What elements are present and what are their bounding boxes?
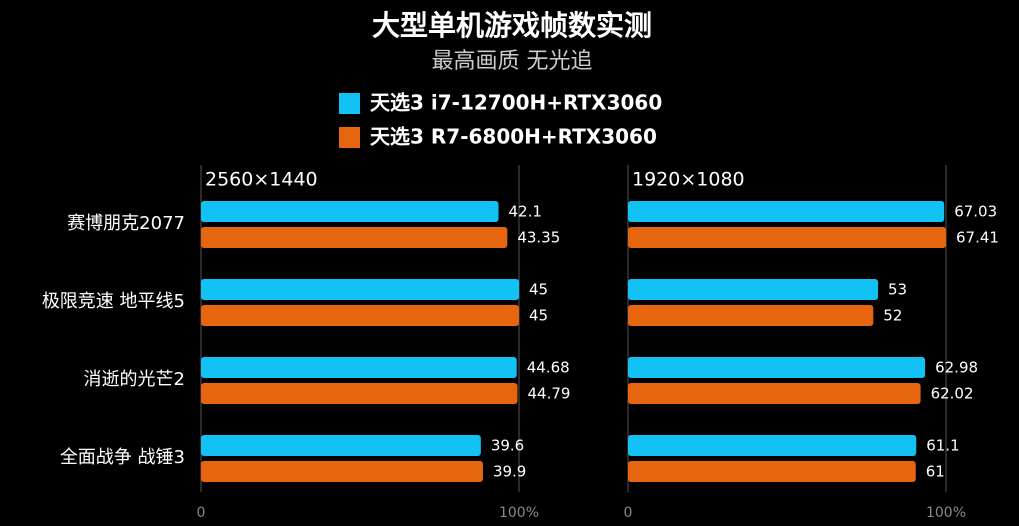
panel-label: 2560×1440 [205, 169, 318, 191]
category-label: 全面战争 战锤3 [60, 447, 185, 468]
value-label: 53 [888, 281, 907, 299]
panel-label: 1920×1080 [632, 169, 745, 191]
bar [201, 435, 481, 456]
value-label: 61 [926, 463, 945, 481]
bar [201, 201, 499, 222]
bar [628, 201, 945, 222]
x-tick-label: 100% [926, 505, 966, 521]
category-label: 极限竞速 地平线5 [42, 291, 185, 312]
bar [201, 461, 483, 482]
chart-title: 大型单机游戏帧数实测 [372, 9, 652, 42]
value-label: 67.03 [954, 203, 997, 221]
legend-swatch [339, 93, 360, 114]
value-label: 52 [883, 307, 902, 325]
bar [201, 279, 519, 300]
legend-label: 天选3 i7-12700H+RTX3060 [370, 91, 662, 115]
x-tick-label: 0 [624, 505, 633, 521]
value-label: 45 [529, 281, 548, 299]
bar [628, 461, 916, 482]
bar [201, 227, 508, 248]
value-label: 39.6 [491, 437, 524, 455]
legend-swatch [339, 127, 360, 148]
bar [201, 357, 517, 378]
bar [628, 357, 926, 378]
value-label: 62.02 [931, 385, 974, 403]
value-label: 39.9 [493, 463, 526, 481]
value-label: 45 [529, 307, 548, 325]
value-label: 67.41 [956, 229, 999, 247]
value-label: 62.98 [935, 359, 978, 377]
bar [201, 383, 518, 404]
x-tick-label: 0 [197, 505, 206, 521]
value-label: 42.1 [509, 203, 542, 221]
category-label: 消逝的光芒2 [84, 369, 185, 390]
bar [628, 383, 921, 404]
value-label: 44.79 [528, 385, 571, 403]
category-label: 赛博朋克2077 [67, 213, 185, 234]
bar [628, 227, 946, 248]
bar [628, 435, 917, 456]
value-label: 43.35 [517, 229, 560, 247]
bar [201, 305, 519, 326]
value-label: 44.68 [527, 359, 570, 377]
legend-label: 天选3 R7-6800H+RTX3060 [370, 125, 657, 149]
x-tick-label: 100% [499, 505, 539, 521]
chart-subtitle: 最高画质 无光追 [432, 49, 593, 74]
value-label: 61.1 [926, 437, 959, 455]
bar [628, 305, 874, 326]
bar [628, 279, 879, 300]
